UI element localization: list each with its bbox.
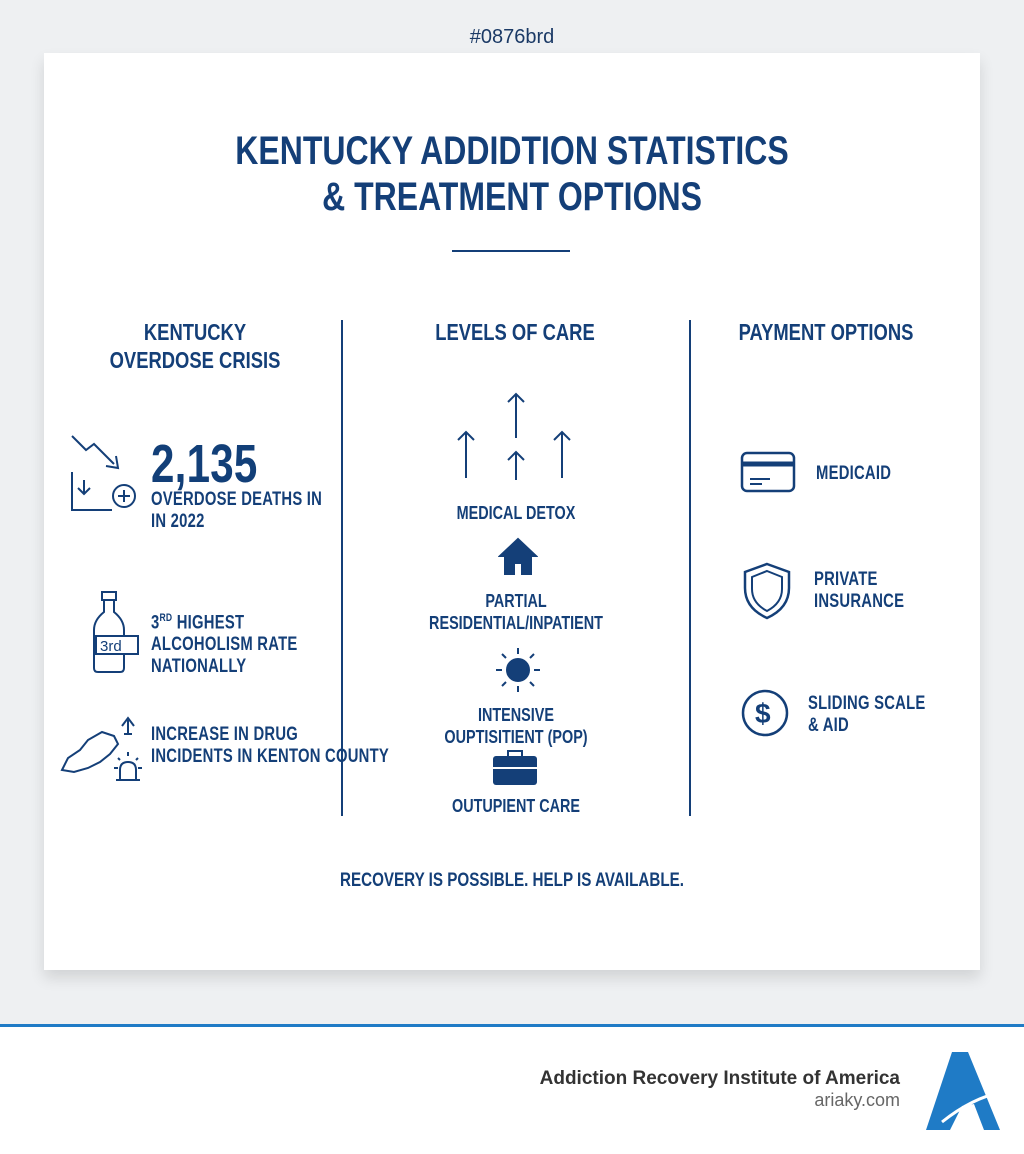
payment-heading: PAYMENT OPTIONS <box>738 319 914 345</box>
column-divider <box>341 320 343 816</box>
text-line: 3RD HIGHEST <box>151 607 297 634</box>
payment-private-insurance: PRIVATE INSURANCE <box>814 569 904 613</box>
kentucky-map-alarm-icon <box>60 716 142 781</box>
bottle-label: 3rd <box>100 638 122 655</box>
arrows-up-icon <box>457 392 571 480</box>
svg-text:$: $ <box>755 698 771 729</box>
text-line: INSURANCE <box>814 591 905 612</box>
briefcase-icon <box>493 750 537 785</box>
house-icon <box>498 537 538 575</box>
text-line: OUPTISITIENT (POP) <box>444 727 588 747</box>
text-line: NATIONALLY <box>151 656 247 678</box>
care-intensive: INTENSIVE OUPTISITIENT (POP) <box>377 704 655 748</box>
care-outpatient: OUTUPIENT CARE <box>451 796 580 816</box>
text-line: PRIVATE <box>814 569 878 590</box>
tagline: RECOVERY IS POSSIBLE. HELP IS AVAILABLE. <box>339 870 685 891</box>
title-line-1: KENTUCKY ADDIDTION STATISTICS <box>235 129 789 173</box>
text-line: IN 2022 <box>151 511 205 532</box>
title-divider <box>452 250 570 252</box>
site-link[interactable]: ariaky.com <box>814 1090 900 1110</box>
declining-chart-icon <box>71 435 136 511</box>
alcohol-text: 3RD HIGHEST ALCOHOLISM RATE NATIONALLY <box>151 607 297 678</box>
care-heading: LEVELS OF CARE <box>435 319 595 345</box>
title-line-2: & TREATMENT OPTIONS <box>322 175 702 219</box>
credit-card-icon <box>740 451 796 493</box>
care-residential: PARTIAL RESIDENTIAL/INPATIENT <box>377 590 655 634</box>
text-line: ALCOHOLISM RATE <box>151 634 298 656</box>
column-divider <box>689 320 691 816</box>
page-title: KENTUCKY ADDIDTION STATISTICS & TREATMEN… <box>102 128 921 220</box>
dollar-icon: $ <box>741 689 789 737</box>
text-line: PARTIAL <box>485 591 547 611</box>
payment-sliding-scale: SLIDING SCALE & AID <box>808 693 925 737</box>
text-line: INCIDENTS IN KENTON COUNTY <box>151 746 390 767</box>
text-line: HIGHEST <box>176 612 245 634</box>
text-line: & AID <box>808 715 849 736</box>
rank: 3 <box>151 612 160 634</box>
shield-icon <box>743 562 791 620</box>
kenton-text: INCREASE IN DRUG INCIDENTS IN KENTON COU… <box>151 724 389 768</box>
footer <box>0 1024 1024 1154</box>
text-line: SLIDING SCALE <box>808 693 926 714</box>
bottle-icon: 3rd <box>93 591 139 673</box>
sun-icon <box>496 648 540 692</box>
payment-medicaid: MEDICAID <box>816 463 892 484</box>
overdose-text: OVERDOSE DEATHS IN IN 2022 <box>151 489 322 533</box>
footer-branding: Addiction Recovery Institute of America … <box>540 1068 900 1111</box>
care-medical-detox: MEDICAL DETOX <box>456 503 576 523</box>
crisis-heading: KENTUCKY OVERDOSE CRISIS <box>95 318 295 374</box>
text-line: INTENSIVE <box>477 705 555 725</box>
image-tag: #0876brd <box>469 26 555 48</box>
overdose-count: 2,135 <box>151 434 258 494</box>
text-line: RESIDENTIAL/INPATIENT <box>429 613 603 633</box>
aria-logo <box>926 1052 1003 1130</box>
rank-suffix: RD <box>159 612 173 624</box>
org-name: Addiction Recovery Institute of America <box>539 1068 900 1089</box>
text-line: INCREASE IN DRUG <box>151 724 299 745</box>
text-line: OVERDOSE DEATHS IN <box>151 489 323 510</box>
heading-line: KENTUCKY <box>143 319 247 345</box>
heading-line: OVERDOSE CRISIS <box>109 347 281 373</box>
infographic-card <box>44 53 980 970</box>
